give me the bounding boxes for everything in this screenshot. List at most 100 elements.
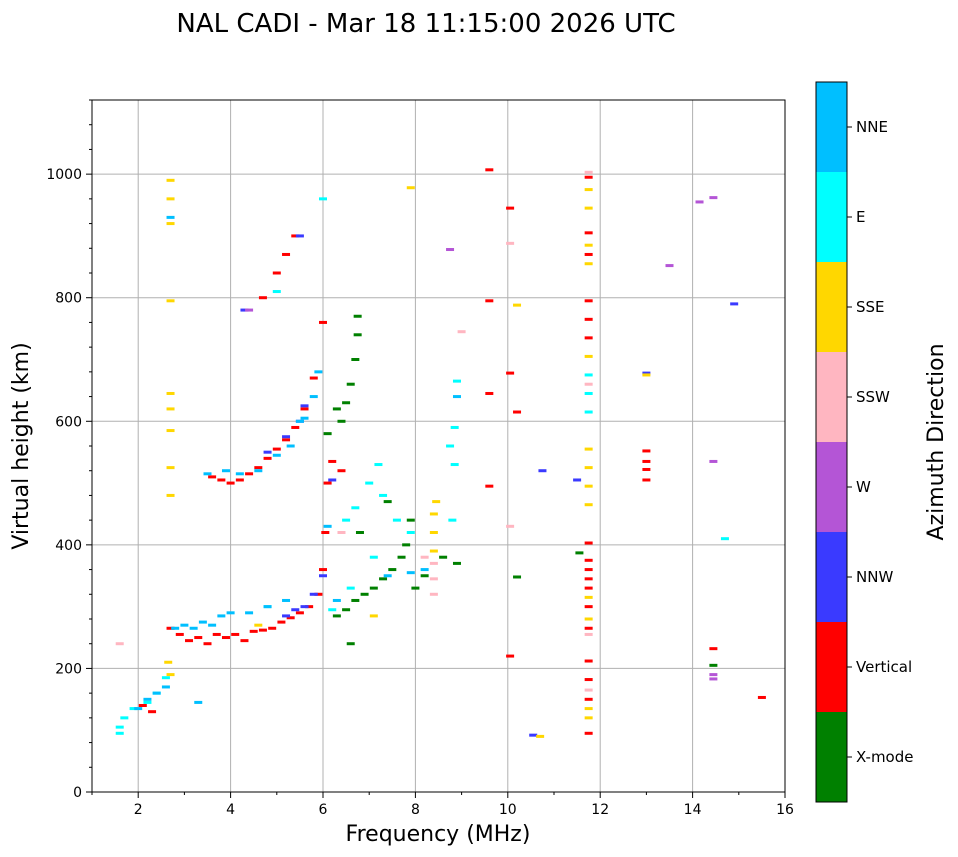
echo-point [245,611,254,615]
echo-point [709,677,718,681]
series-x-mode [323,314,718,667]
echo-point [272,271,281,275]
echo-point [185,639,194,643]
echo-point [295,611,304,615]
echo-point [506,206,515,210]
echo-point [695,200,704,204]
echo-point [584,382,593,386]
echo-point [584,484,593,488]
echo-point [305,605,314,609]
echo-point [166,197,175,201]
echo-point [402,543,411,547]
echo-point [406,531,415,534]
echo-point [406,186,415,190]
echo-point [485,168,494,172]
echo-point [166,626,175,630]
echo-point [208,475,217,479]
colorbar-segment [816,172,847,262]
echo-point [584,252,593,256]
colorbar: X-mode Vertical NNW W SSW SSE E NNE [815,81,913,803]
echo-point [584,170,593,174]
echo-point [450,425,459,429]
echo-point [355,531,364,534]
echo-point [513,303,522,307]
echo-point [226,611,235,615]
x-axis-title: Frequency (MHz) [346,822,531,847]
echo-point [506,371,515,375]
echo-point [584,243,593,247]
echo-point [429,592,438,596]
echo-point [323,524,332,528]
echo-point [245,308,254,312]
echo-point [536,734,545,738]
x-tick-label: 10 [499,802,517,818]
echo-point [406,571,415,575]
echo-point [584,605,593,609]
echo-point [642,373,651,377]
colorbar-segment [816,622,847,712]
echo-point [203,472,212,476]
y-tick-label: 800 [55,291,82,307]
echo-point [439,555,448,559]
echo-point [148,710,157,714]
echo-point [295,234,304,238]
series-w [245,196,718,681]
echo-point [240,308,249,312]
echo-point [446,444,455,448]
colorbar-label: Vertical [856,658,912,676]
echo-point [323,432,332,436]
echo-point [538,469,547,473]
echo-point [411,586,420,590]
echo-point [346,382,355,386]
echo-point [709,196,718,200]
echo-point [584,586,593,590]
echo-point [166,391,175,395]
echo-point [720,537,729,541]
echo-point [143,700,152,704]
echo-point [189,626,198,630]
echo-point [235,478,244,482]
echo-point [240,639,249,643]
echo-point [432,500,441,504]
grid [92,100,785,792]
echo-point [485,391,494,395]
echo-point [709,663,718,667]
echo-point [584,447,593,451]
echo-point [282,252,291,256]
echo-point [272,290,281,294]
echo-point [351,358,360,361]
echo-point [217,478,226,482]
echo-point [332,598,341,602]
echo-point [353,333,362,337]
echo-point [383,574,392,578]
echo-point [584,410,593,414]
echo-point [161,676,170,680]
echo-point [194,700,203,704]
echo-point [221,469,230,473]
data-marks [115,168,766,738]
echo-point [342,401,351,405]
echo-point [272,447,281,451]
echo-point [446,248,455,252]
y-tick-label: 1000 [46,167,82,183]
echo-point [584,262,593,266]
x-tick-label: 12 [591,802,609,818]
echo-point [642,449,651,453]
colorbar-label: SSW [856,388,890,406]
echo-point [319,568,327,572]
echo-point [757,695,766,699]
echo-point [115,725,124,729]
colorbar-label: SSE [856,298,885,316]
axes: 2 4 6 8 10 12 14 16 0 200 400 600 800 1000 [46,99,794,818]
echo-point [584,678,593,682]
echo-point [166,222,175,226]
series-ssw [115,170,593,692]
echo-point [254,469,263,473]
echo-point [448,518,457,522]
echo-point [282,598,291,602]
echo-point [506,241,515,245]
echo-point [351,598,360,602]
echo-point [584,707,593,711]
echo-point [573,478,582,482]
